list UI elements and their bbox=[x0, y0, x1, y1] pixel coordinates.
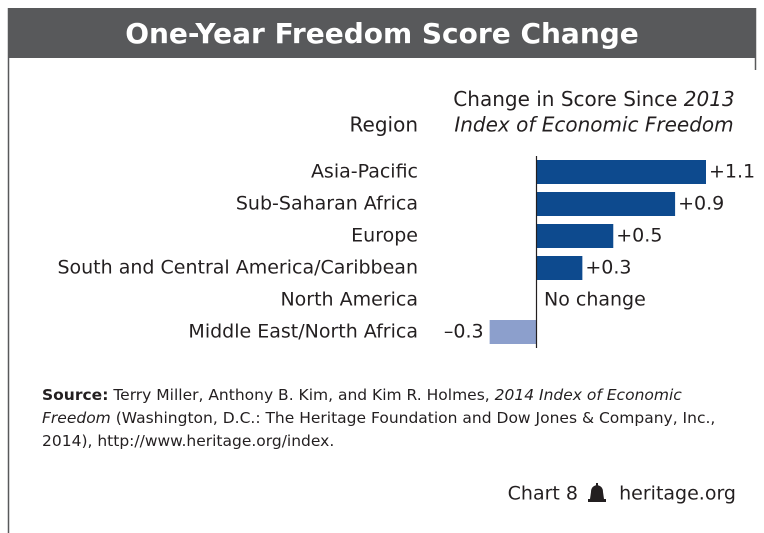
chart-title: One-Year Freedom Score Change bbox=[125, 17, 639, 50]
category-header: Region bbox=[350, 113, 418, 137]
value-label: +0.9 bbox=[678, 193, 724, 215]
category-label: Sub-Saharan Africa bbox=[236, 193, 418, 215]
category-label: North America bbox=[280, 289, 418, 311]
bar bbox=[489, 320, 536, 344]
bar bbox=[536, 192, 676, 216]
value-label: +1.1 bbox=[709, 161, 755, 183]
chart-label: Chart 8 bbox=[508, 483, 578, 505]
category-label: South and Central America/Caribbean bbox=[57, 257, 418, 279]
value-header-text: Change in Score Since bbox=[453, 87, 677, 111]
category-label: Europe bbox=[351, 225, 418, 247]
value-header: Change in Score Since 2013 bbox=[453, 87, 734, 111]
value-label: No change bbox=[544, 289, 646, 311]
value-label: +0.5 bbox=[616, 225, 662, 247]
bar bbox=[536, 160, 706, 184]
category-label: Middle East/North Africa bbox=[188, 321, 418, 343]
value-label: –0.3 bbox=[444, 321, 484, 343]
source-publication: 2014 Index of Economic Freedom bbox=[42, 386, 682, 427]
source-note: Source: Terry Miller, Anthony B. Kim, an… bbox=[42, 384, 742, 453]
bell-icon bbox=[588, 483, 606, 502]
category-label: Asia-Pacific bbox=[311, 161, 418, 183]
site: heritage.org bbox=[619, 483, 736, 505]
value-header-year: 2013 bbox=[684, 87, 735, 111]
bar bbox=[536, 224, 614, 248]
bar bbox=[536, 256, 583, 280]
source-authors: Terry Miller, Anthony B. Kim, and Kim R.… bbox=[113, 386, 490, 404]
value-header-publication: Index of Economic Freedom bbox=[454, 113, 733, 137]
title-bar bbox=[8, 8, 756, 58]
source-details: (Washington, D.C.: The Heritage Foundati… bbox=[42, 409, 716, 450]
value-label: +0.3 bbox=[585, 257, 631, 279]
source-label: Source: bbox=[42, 386, 109, 404]
